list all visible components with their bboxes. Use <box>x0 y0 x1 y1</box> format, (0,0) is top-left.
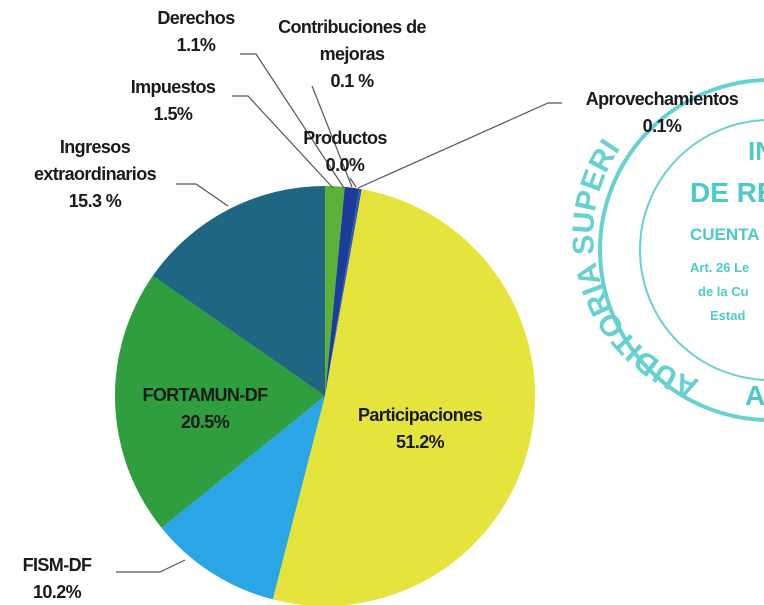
leader-line <box>349 177 357 188</box>
slice-label: Impuestos 1.5% <box>108 74 238 128</box>
pie-slice <box>325 189 362 396</box>
stamp-ring <box>639 119 764 381</box>
category-name: FORTAMUN-DF <box>142 385 268 405</box>
pie-slice <box>325 186 360 396</box>
slice-label: Participaciones 51.2% <box>320 402 520 456</box>
stamp-arc-path: AUDITORIA SUPERI <box>567 134 703 405</box>
value-label: 1.5% <box>153 104 193 124</box>
slice-label: Aprovechamientos 0.1% <box>562 86 762 140</box>
value-label: 0.0% <box>325 155 365 175</box>
category-name: Participaciones <box>357 405 483 425</box>
slice-label: FISM-DF 10.2% <box>2 552 112 605</box>
stamp-text: A <box>745 380 764 411</box>
category-name: Ingresos extraordinarios <box>33 137 157 184</box>
leader-line <box>176 183 229 207</box>
category-name: FISM-DF <box>22 555 92 575</box>
value-label: 51.2% <box>395 432 445 452</box>
value-label: 1.1% <box>176 35 216 55</box>
stamp-text: Estad <box>710 308 745 323</box>
pie-slice <box>161 396 325 600</box>
slice-label: Contribuciones de mejoras 0.1 % <box>252 14 452 95</box>
category-name: Aprovechamientos <box>585 89 739 109</box>
stamp-text: DE RE <box>690 177 764 208</box>
pie-slice <box>115 275 326 528</box>
slice-label: Derechos 1.1% <box>131 5 261 59</box>
slice-label: FORTAMUN-DF 20.5% <box>105 382 305 436</box>
pie <box>115 186 535 605</box>
value-label: 15.3 % <box>68 191 122 211</box>
value-label: 10.2% <box>32 582 82 602</box>
category-name: Derechos <box>157 8 235 28</box>
stamp-text: Art. 26 Le <box>690 260 749 275</box>
value-label: 20.5% <box>180 412 230 432</box>
stamp-text: CUENTA <box>690 225 760 244</box>
leader-line <box>232 95 334 189</box>
stamp-ring <box>598 78 764 422</box>
category-name: Impuestos <box>130 77 216 97</box>
slice-label: Ingresos extraordinarios 15.3 % <box>10 134 180 215</box>
leader-line <box>357 102 562 189</box>
leader-line <box>311 85 353 188</box>
pie-slice <box>325 186 345 396</box>
leader-line <box>240 53 345 189</box>
category-name: Contribuciones de mejoras <box>278 17 426 64</box>
category-name: Productos <box>303 128 387 148</box>
stamp-text: de la Cu <box>698 284 749 299</box>
pie-slice <box>272 189 535 605</box>
pie-slice <box>152 186 325 396</box>
slice-label: Productos 0.0% <box>280 125 410 179</box>
value-label: 0.1 % <box>330 71 374 91</box>
leader-line <box>116 559 186 573</box>
stamp-text: IN <box>748 136 764 166</box>
pie-slice <box>325 188 361 396</box>
stamp-arc-text: AUDITORIA SUPERI <box>567 134 703 405</box>
value-label: 0.1% <box>642 116 682 136</box>
